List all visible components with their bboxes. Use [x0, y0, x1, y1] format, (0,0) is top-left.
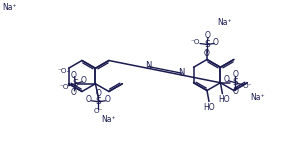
Text: O: O	[204, 48, 210, 58]
Text: O⁻: O⁻	[94, 108, 103, 114]
Text: O: O	[71, 71, 76, 80]
Text: O: O	[224, 75, 230, 84]
Text: O: O	[81, 76, 87, 85]
Text: N: N	[145, 61, 151, 70]
Text: Na⁺: Na⁺	[218, 18, 232, 27]
Text: O: O	[232, 87, 238, 96]
Text: S: S	[72, 79, 78, 88]
Text: Na⁺: Na⁺	[101, 115, 116, 124]
Text: ⁻O–: ⁻O–	[58, 68, 71, 74]
Text: ⁻O: ⁻O	[191, 40, 200, 45]
Text: O: O	[86, 95, 92, 104]
Text: HO: HO	[203, 103, 215, 112]
Text: S: S	[95, 97, 101, 106]
Text: ⁻O: ⁻O	[59, 84, 69, 90]
Text: O: O	[212, 38, 219, 47]
Text: O: O	[71, 88, 76, 97]
Text: Na⁺: Na⁺	[250, 93, 265, 102]
Text: N: N	[178, 68, 185, 77]
Text: O: O	[232, 70, 238, 79]
Text: S: S	[204, 40, 210, 49]
Text: S: S	[232, 78, 238, 87]
Text: HO: HO	[219, 95, 230, 104]
Text: O⁻: O⁻	[242, 83, 252, 89]
Text: O: O	[95, 89, 101, 98]
Text: O: O	[105, 95, 111, 104]
Text: O: O	[205, 32, 211, 40]
Text: Na⁺: Na⁺	[3, 3, 17, 13]
